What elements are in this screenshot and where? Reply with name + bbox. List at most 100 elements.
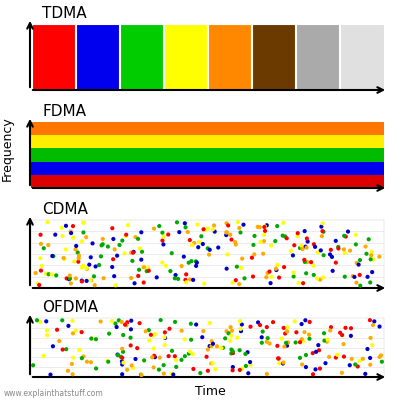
Point (306, 332, 312, 338)
Point (110, 236, 116, 242)
Point (160, 241, 167, 248)
Bar (340, 24, 384, 90)
Point (208, 338, 215, 344)
Point (187, 237, 193, 243)
Point (65, 323, 72, 329)
Point (214, 343, 220, 350)
Point (237, 318, 243, 325)
Point (339, 332, 345, 338)
Point (317, 365, 323, 372)
Point (228, 332, 234, 339)
Point (302, 317, 308, 324)
Point (172, 272, 179, 278)
Point (190, 366, 197, 372)
Point (80, 229, 87, 236)
Point (314, 275, 320, 282)
Point (208, 360, 214, 367)
Point (32, 270, 39, 276)
Point (80, 220, 86, 226)
Point (348, 325, 354, 332)
Bar (31, 148, 384, 162)
Point (125, 222, 131, 228)
Point (43, 318, 50, 324)
Point (114, 324, 120, 330)
Point (261, 224, 268, 230)
Point (123, 322, 130, 328)
Point (182, 277, 189, 283)
Point (202, 226, 209, 233)
Bar (76, 24, 119, 90)
Point (178, 328, 185, 334)
Point (363, 250, 370, 257)
Point (66, 272, 73, 279)
Point (182, 220, 188, 226)
Point (334, 352, 341, 358)
Point (298, 336, 305, 342)
Point (159, 230, 166, 236)
Point (215, 244, 222, 251)
Point (83, 234, 89, 240)
Point (34, 317, 40, 324)
Point (66, 276, 72, 282)
Bar (31, 175, 384, 188)
Point (367, 362, 374, 368)
Point (284, 342, 290, 349)
Point (68, 230, 74, 236)
Point (268, 242, 274, 249)
Point (193, 263, 199, 269)
Point (290, 270, 296, 276)
Point (238, 328, 244, 334)
Point (69, 318, 76, 324)
Point (303, 270, 309, 276)
Bar (31, 122, 384, 135)
Point (150, 345, 157, 352)
Point (368, 252, 374, 258)
Point (250, 242, 257, 248)
Point (119, 346, 125, 352)
Point (63, 246, 69, 253)
Point (369, 342, 376, 348)
Point (237, 318, 243, 324)
Point (135, 273, 142, 279)
Point (258, 334, 265, 340)
Point (280, 220, 286, 226)
Point (274, 223, 280, 229)
Point (50, 253, 56, 259)
Point (119, 361, 125, 368)
Point (93, 336, 99, 342)
Point (302, 228, 308, 234)
Point (379, 358, 385, 365)
Point (37, 319, 44, 325)
Point (141, 357, 147, 364)
Point (303, 352, 309, 358)
Point (306, 319, 313, 325)
Point (146, 268, 152, 274)
Point (191, 240, 197, 246)
Point (332, 238, 339, 244)
Point (100, 275, 107, 281)
Point (342, 233, 349, 240)
Point (78, 264, 85, 271)
Point (189, 242, 195, 248)
Point (150, 332, 156, 339)
Point (226, 330, 232, 336)
Point (146, 338, 152, 344)
Point (312, 244, 318, 250)
Point (176, 229, 182, 235)
Point (64, 275, 70, 282)
Point (172, 319, 178, 325)
Point (173, 357, 179, 364)
Point (364, 274, 371, 280)
Point (337, 330, 343, 336)
Point (238, 265, 244, 271)
Point (204, 245, 211, 252)
Bar (31, 220, 384, 288)
Point (301, 257, 308, 263)
Point (266, 340, 273, 347)
Point (222, 335, 228, 342)
Point (224, 266, 230, 272)
Point (311, 241, 317, 248)
Point (312, 366, 319, 372)
Point (280, 360, 286, 367)
Point (84, 358, 90, 365)
